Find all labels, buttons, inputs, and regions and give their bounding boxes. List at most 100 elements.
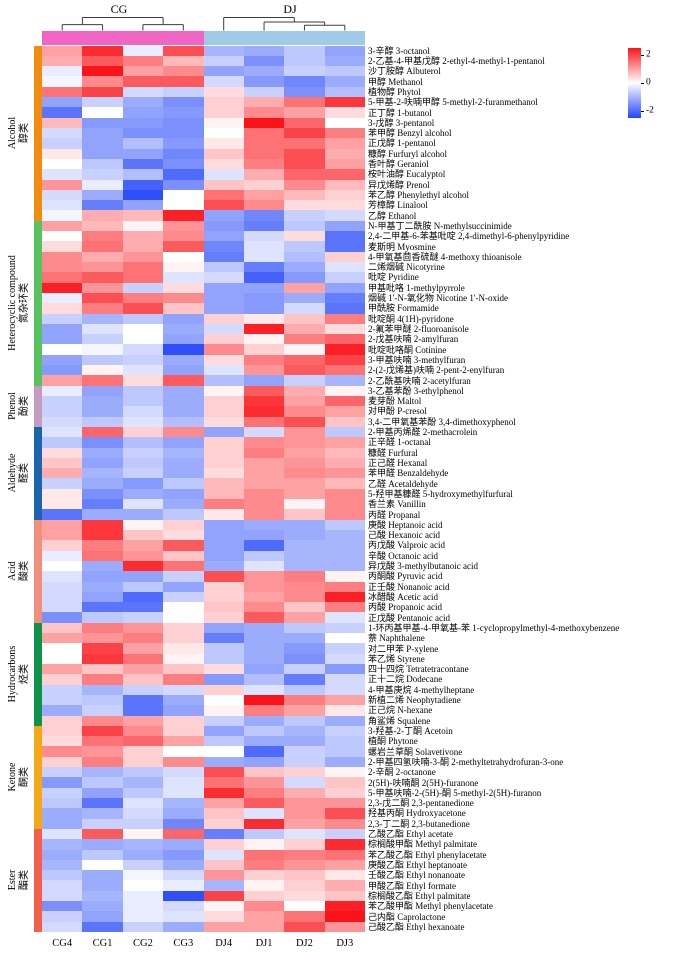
heatmap-cell [163, 880, 204, 891]
heatmap-cell [243, 787, 285, 798]
heatmap-cell [284, 117, 325, 128]
heatmap-cell [284, 808, 325, 819]
heatmap-cell [284, 571, 325, 582]
heatmap-cell [324, 571, 365, 582]
heatmap-cell [82, 694, 123, 706]
heatmap-cell [324, 560, 365, 572]
heatmap-cell [284, 633, 325, 644]
heatmap-cell [42, 478, 83, 489]
row-label: 2,3-戊二酮 2,3-pentanedione [368, 798, 474, 809]
heatmap-cell [42, 818, 83, 829]
heatmap-cell [42, 488, 83, 500]
heatmap-cell [163, 210, 204, 221]
heatmap-cell [82, 76, 123, 87]
heatmap-cell [163, 653, 204, 664]
row-label: 苯乙酸乙酯 Ethyl phenylacetate [368, 849, 487, 860]
heatmap-cell [324, 581, 365, 592]
heatmap-cell [82, 97, 123, 108]
heatmap-cell [243, 633, 285, 644]
heatmap-cell [324, 818, 365, 829]
heatmap-cell [203, 602, 244, 613]
heatmap-cell [42, 911, 83, 922]
heatmap-cell [324, 220, 365, 232]
column-label: CG3 [173, 938, 194, 949]
heatmap-cell [82, 220, 123, 232]
heatmap-cell [243, 602, 285, 613]
heatmap-cell [82, 488, 123, 500]
heatmap-cell [284, 777, 325, 788]
heatmap-cell [82, 767, 123, 778]
heatmap-cell [284, 488, 325, 500]
heatmap-cell [243, 117, 285, 128]
heatmap-cell [82, 138, 123, 149]
heatmap-cell [122, 870, 164, 881]
heatmap-cell [122, 529, 164, 541]
heatmap-cell [203, 725, 244, 737]
heatmap-cell [203, 127, 244, 139]
heatmap-cell [82, 45, 123, 56]
group-bar-cg [42, 31, 204, 45]
row-label: 糠醇 Furfuryl alcohol [368, 148, 447, 159]
heatmap-cell [42, 509, 83, 520]
row-label: 香叶醇 Geraniol [368, 159, 429, 170]
heatmap-cell [82, 200, 123, 211]
heatmap-cell [163, 231, 204, 242]
heatmap-cell [82, 406, 123, 417]
heatmap-cell [163, 808, 204, 819]
heatmap-cell [284, 540, 325, 551]
heatmap-cell [284, 756, 325, 768]
heatmap-cell [163, 127, 204, 139]
heatmap-cell [42, 550, 83, 561]
heatmap-cell [122, 375, 164, 386]
heatmap-cell [324, 602, 365, 613]
row-label: 2-戊基呋喃 2-amylfuran [368, 334, 459, 345]
heatmap-cell [42, 107, 83, 118]
heatmap-cell [243, 560, 285, 572]
heatmap-cell [82, 529, 123, 541]
heatmap-cell [203, 540, 244, 551]
heatmap-cell [163, 323, 204, 335]
heatmap-cell [163, 334, 204, 345]
heatmap-cell [284, 354, 325, 366]
heatmap-cell [82, 158, 123, 170]
row-label: 四十四烷 Tetratetracontane [368, 664, 469, 675]
heatmap-cell [243, 261, 285, 273]
heatmap-cell [243, 241, 285, 252]
heatmap-cell [203, 478, 244, 489]
row-label: 萘 Naphthalene [368, 633, 425, 644]
heatmap-cell [243, 921, 285, 932]
heatmap-cell [243, 663, 285, 675]
heatmap-cell [203, 705, 244, 716]
heatmap-cell [203, 385, 244, 396]
row-label: 羟基丙酮 Hydroxyacetone [368, 808, 466, 819]
heatmap-cell [203, 468, 244, 479]
heatmap-cell [243, 210, 285, 221]
heatmap-cell [284, 705, 325, 716]
heatmap-cell [203, 138, 244, 149]
heatmap-cell [122, 457, 164, 469]
heatmap-cell [243, 550, 285, 561]
heatmap-cell [243, 571, 285, 582]
row-label: 正辛醛 1-octanal [368, 437, 431, 448]
row-label: 丙醛 Propanal [368, 509, 421, 520]
heatmap-cell [243, 488, 285, 500]
heatmap-cell [122, 633, 164, 644]
heatmap-cell [284, 901, 325, 912]
heatmap-cell [42, 499, 83, 510]
heatmap-cell [122, 612, 164, 623]
heatmap-cell [42, 880, 83, 891]
heatmap-cell [203, 818, 244, 829]
heatmap-cell [42, 529, 83, 541]
heatmap-cell [42, 746, 83, 757]
row-label: 1-环丙基甲基-4-甲氧基-苯 1-cyclopropylmethyl-4-me… [368, 622, 620, 633]
heatmap-cell [163, 169, 204, 180]
heatmap-cell [203, 86, 244, 98]
heatmap-cell [163, 622, 204, 634]
heatmap-cell [203, 395, 244, 407]
heatmap-cell [243, 231, 285, 242]
heatmap-cell [82, 66, 123, 77]
row-label: 3-戊醇 3-pentanol [368, 117, 435, 128]
heatmap-cell [203, 777, 244, 788]
heatmap-cell [324, 705, 365, 716]
heatmap-cell [122, 674, 164, 685]
